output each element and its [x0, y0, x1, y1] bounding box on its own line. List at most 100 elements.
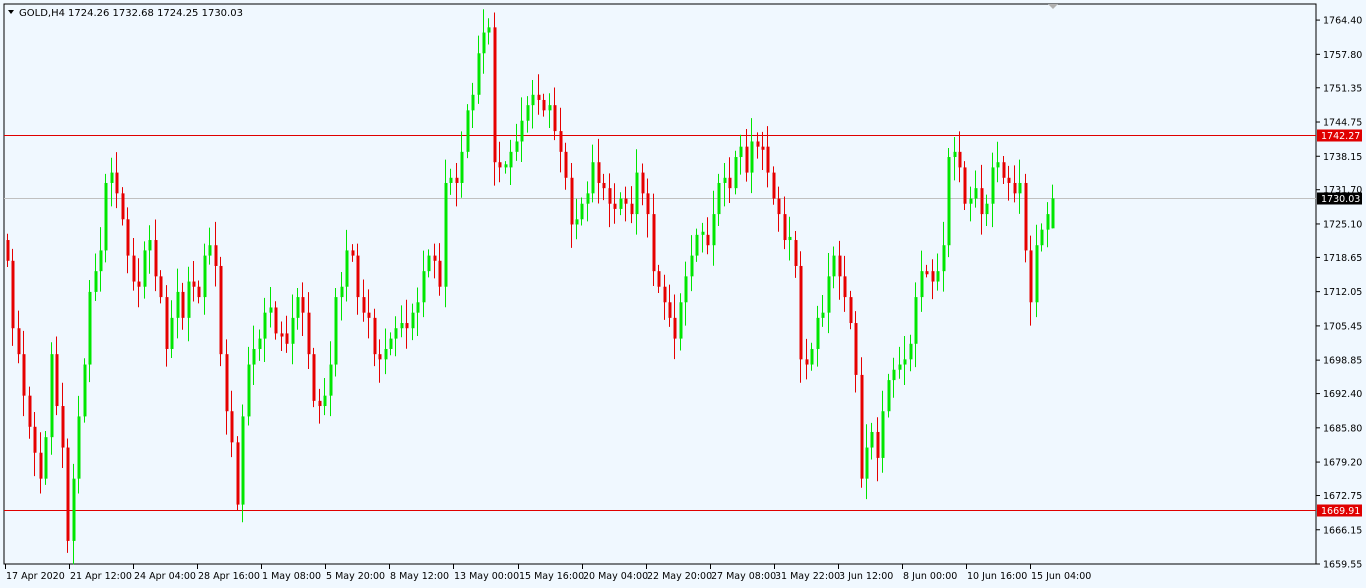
x-tick-label: 31 May 22:00 [775, 571, 840, 582]
candle-body [143, 250, 147, 287]
y-tick-label: 1705.45 [1323, 321, 1362, 332]
candle-body [159, 276, 163, 298]
candle-body [362, 297, 366, 313]
candle-body [843, 276, 847, 298]
candle-body [214, 245, 218, 266]
y-tick-label: 1685.80 [1323, 423, 1362, 434]
y-tick-label: 1692.40 [1323, 389, 1362, 400]
chart-header: GOLD,H4 1724.26 1732.68 1724.25 1730.03 [8, 8, 243, 19]
candle-body [460, 151, 464, 183]
candle-body [99, 250, 103, 272]
level-price-label: 1669.91 [1321, 506, 1360, 517]
x-tick-label: 10 Jun 16:00 [967, 571, 1027, 582]
y-tick-label: 1718.65 [1323, 253, 1362, 264]
level-price-label: 1742.27 [1321, 131, 1360, 142]
candle-body [17, 328, 21, 355]
candle-body [203, 255, 207, 298]
candle-body [247, 364, 251, 417]
candle-body [72, 478, 76, 541]
y-tick-label: 1738.15 [1323, 152, 1362, 163]
candle-body [1018, 182, 1022, 194]
candle-body [351, 250, 355, 256]
candle-body [1035, 245, 1039, 303]
candle-body [591, 162, 595, 194]
candle-body [772, 172, 776, 199]
candle-body [849, 297, 853, 324]
candle-body [624, 198, 628, 204]
x-tick-label: 15 Jun 04:00 [1031, 571, 1091, 582]
candle-body [269, 307, 273, 313]
candle-body [745, 146, 749, 173]
candle-body [717, 182, 721, 215]
candle-body [296, 297, 300, 318]
candle-body [148, 240, 152, 251]
candle-body [471, 94, 475, 111]
price-labels: 1742.27 1669.91 1730.03 [1317, 129, 1362, 517]
candle-body [88, 291, 92, 365]
candle-body [641, 172, 645, 194]
candle-body [258, 338, 262, 349]
candle-body [914, 297, 918, 344]
x-tick-label: 17 Apr 2020 [6, 571, 65, 582]
symbol-label: GOLD,H4 [19, 8, 65, 19]
candle-body [679, 302, 683, 339]
candle-body [498, 162, 502, 168]
candle-body [384, 348, 388, 360]
candle-body [548, 105, 552, 111]
candle-body [373, 317, 377, 355]
candle-body [821, 312, 825, 318]
candle-body [1029, 250, 1033, 303]
candle-body [39, 452, 43, 479]
candle-body [777, 198, 781, 215]
candle-body [881, 411, 885, 458]
candle-body [509, 151, 513, 168]
candle-body [963, 167, 967, 204]
candle-body [110, 172, 114, 183]
menu-triangle-icon[interactable] [8, 10, 14, 14]
candle-body [438, 260, 442, 287]
candle-body [750, 141, 754, 173]
y-tick-label: 1744.75 [1323, 118, 1362, 129]
candle-body [181, 291, 185, 318]
candle-body [493, 27, 497, 163]
candle-body [433, 255, 437, 261]
candle-body [449, 177, 453, 183]
candle-body [630, 203, 634, 215]
candle-body [832, 255, 836, 277]
candle-body [378, 354, 382, 360]
candle-body [903, 359, 907, 365]
candle-body [810, 348, 814, 365]
candle-body [132, 255, 136, 282]
candle-body [187, 281, 191, 318]
candle-body [991, 167, 995, 204]
candle-body [537, 94, 541, 100]
y-tick-label: 1679.20 [1323, 458, 1362, 469]
candle-body [684, 276, 688, 303]
candle-body [646, 193, 650, 215]
candle-body [487, 27, 491, 33]
x-tick-label: 24 Apr 04:00 [134, 571, 196, 582]
candle-body [170, 317, 174, 349]
candle-body [422, 271, 426, 303]
candle-body [652, 214, 656, 272]
candle-body [44, 437, 48, 479]
candle-body [608, 188, 612, 204]
candle-body [192, 281, 196, 287]
candle-body [602, 182, 606, 189]
candle-body [137, 281, 141, 287]
level-price-tag [1317, 129, 1362, 142]
candle-body [121, 193, 125, 220]
candle-body [50, 354, 54, 438]
candle-body [559, 131, 563, 152]
candle-body [263, 312, 267, 339]
current-price-tag [1317, 192, 1362, 205]
scroll-marker-icon[interactable] [1048, 4, 1058, 9]
candle-body [942, 245, 946, 272]
candle-body [291, 317, 295, 344]
candle-body [340, 286, 344, 298]
candle-body [6, 240, 10, 261]
candle-body [1002, 162, 1006, 178]
candle-body [11, 260, 15, 329]
candle-body [860, 374, 864, 479]
